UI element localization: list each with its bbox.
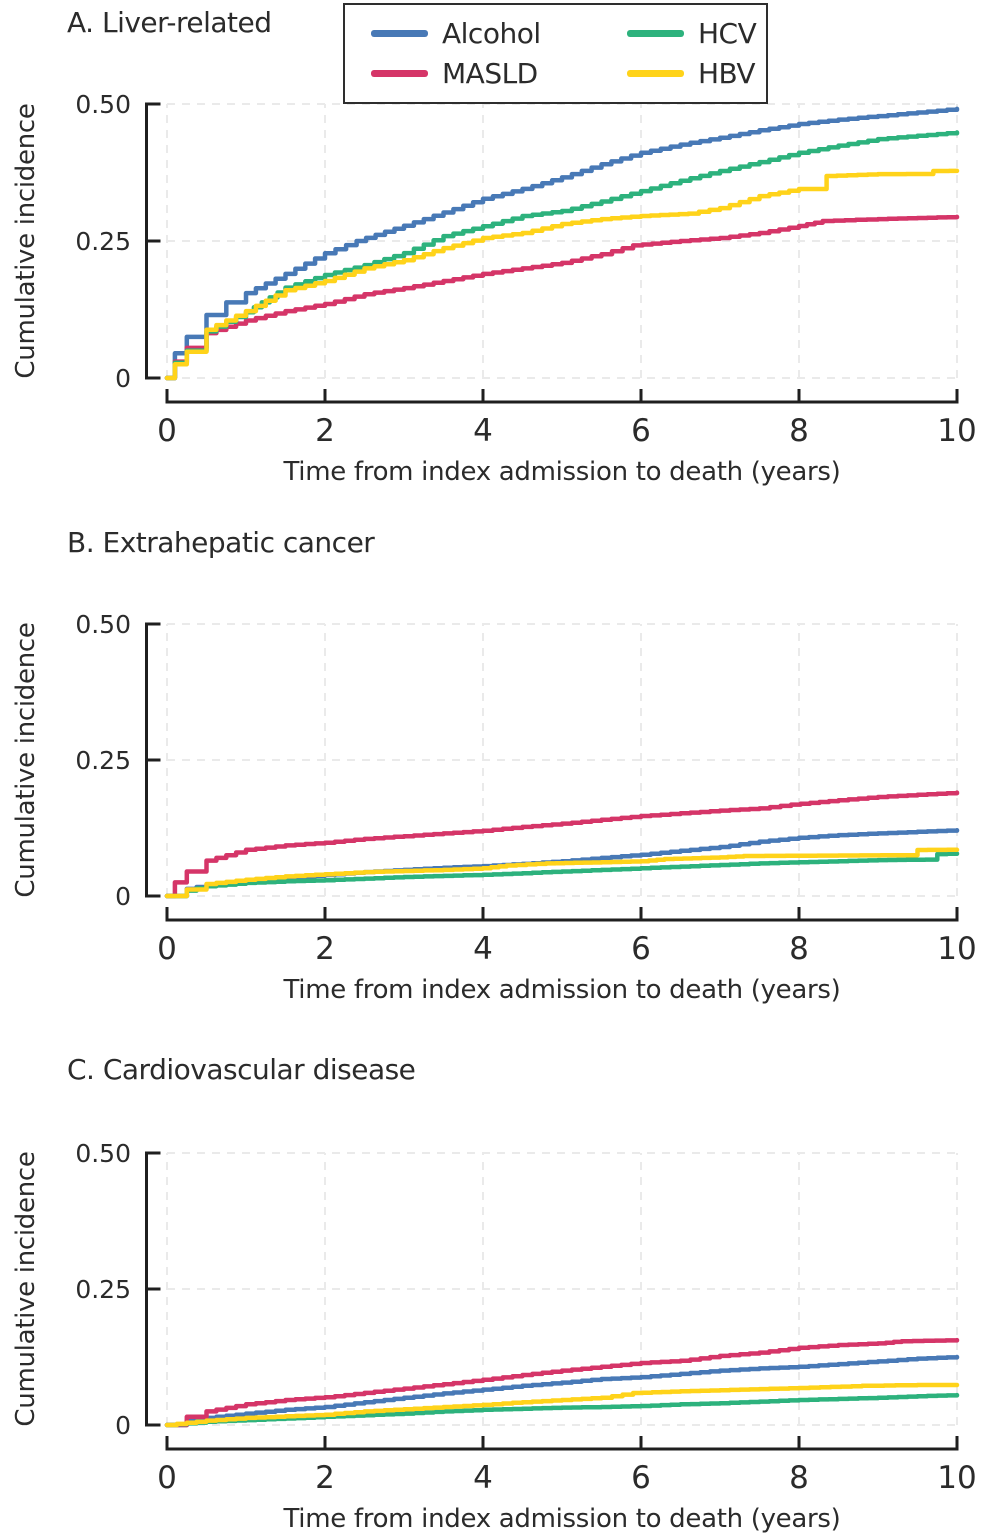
legend-label-hcv: HCV	[698, 17, 757, 50]
x-tick-label: 4	[473, 931, 493, 967]
legend-entry-masld: MASLD	[371, 55, 627, 92]
curve-hcv	[164, 130, 960, 381]
panel-b-title: B. Extrahepatic cancer	[67, 526, 375, 559]
y-tick-label: 0.50	[75, 1139, 131, 1168]
y-tick-label: 0.50	[75, 90, 131, 119]
x-tick-label: 6	[631, 413, 651, 449]
curve-hbv	[164, 168, 960, 381]
x-tick-label: 2	[315, 931, 335, 967]
y-axis-label: Cumulative incidence	[11, 103, 41, 378]
x-tick-label: 4	[473, 413, 493, 449]
curve-hbv	[164, 847, 960, 899]
legend-entry-hcv: HCV	[627, 15, 766, 52]
legend-swatch-masld	[371, 70, 428, 77]
y-tick-label: 0.25	[75, 746, 131, 775]
x-axis-label: Time from index admission to death (year…	[283, 457, 841, 487]
legend-swatch-hcv	[627, 30, 684, 37]
curve-masld	[164, 790, 960, 899]
x-tick-label: 2	[315, 413, 335, 449]
x-tick-label: 0	[157, 931, 177, 967]
x-tick-label: 8	[789, 1460, 809, 1496]
x-tick-label: 0	[157, 413, 177, 449]
legend-entry-hbv: HBV	[627, 55, 766, 92]
y-axis-label: Cumulative incidence	[11, 1151, 41, 1426]
legend-label-hbv: HBV	[698, 57, 756, 90]
legend-label-alcohol: Alcohol	[442, 17, 541, 50]
y-tick-label: 0.25	[75, 227, 131, 256]
curve-masld	[164, 214, 960, 381]
panel-c-title: C. Cardiovascular disease	[67, 1053, 416, 1086]
x-tick-label: 10	[937, 413, 976, 449]
curve-hcv	[164, 851, 960, 899]
legend: Alcohol HCV MASLD HBV	[343, 3, 768, 104]
panel-a-title: A. Liver-related	[67, 6, 272, 39]
x-tick-label: 2	[315, 1460, 335, 1496]
x-tick-label: 8	[789, 413, 809, 449]
y-tick-label: 0	[115, 1411, 131, 1440]
y-tick-label: 0.50	[75, 610, 131, 639]
legend-label-masld: MASLD	[442, 57, 538, 90]
x-tick-label: 10	[937, 931, 976, 967]
y-tick-label: 0	[115, 364, 131, 393]
legend-swatch-alcohol	[371, 30, 428, 37]
y-axis-label: Cumulative incidence	[11, 622, 41, 897]
panel-b: 0 0.25 0.50 0 2 4 6 8 10 Time from index admissio…	[11, 610, 977, 1005]
curve-hbv	[164, 1382, 960, 1428]
x-tick-label: 0	[157, 1460, 177, 1496]
x-tick-label: 8	[789, 931, 809, 967]
x-axis-label: Time from index admission to death (year…	[283, 1504, 841, 1534]
x-axis-label: Time from index admission to death (year…	[283, 975, 841, 1005]
legend-swatch-hbv	[627, 70, 684, 77]
legend-entry-alcohol: Alcohol	[371, 15, 627, 52]
y-tick-label: 0	[115, 882, 131, 911]
x-tick-label: 4	[473, 1460, 493, 1496]
y-tick-label: 0.25	[75, 1275, 131, 1304]
x-tick-label: 10	[937, 1460, 976, 1496]
panel-a: 0 0.25 0.50 0 2 4 6 8 10 Time from index admissio…	[11, 90, 977, 487]
x-tick-label: 6	[631, 931, 651, 967]
curve-alcohol	[164, 1354, 960, 1428]
curve-alcohol	[164, 106, 960, 381]
panel-c: 0 0.25 0.50 0 2 4 6 8 10 Time from index admissio…	[11, 1139, 977, 1534]
curve-masld	[164, 1337, 960, 1428]
x-tick-label: 6	[631, 1460, 651, 1496]
